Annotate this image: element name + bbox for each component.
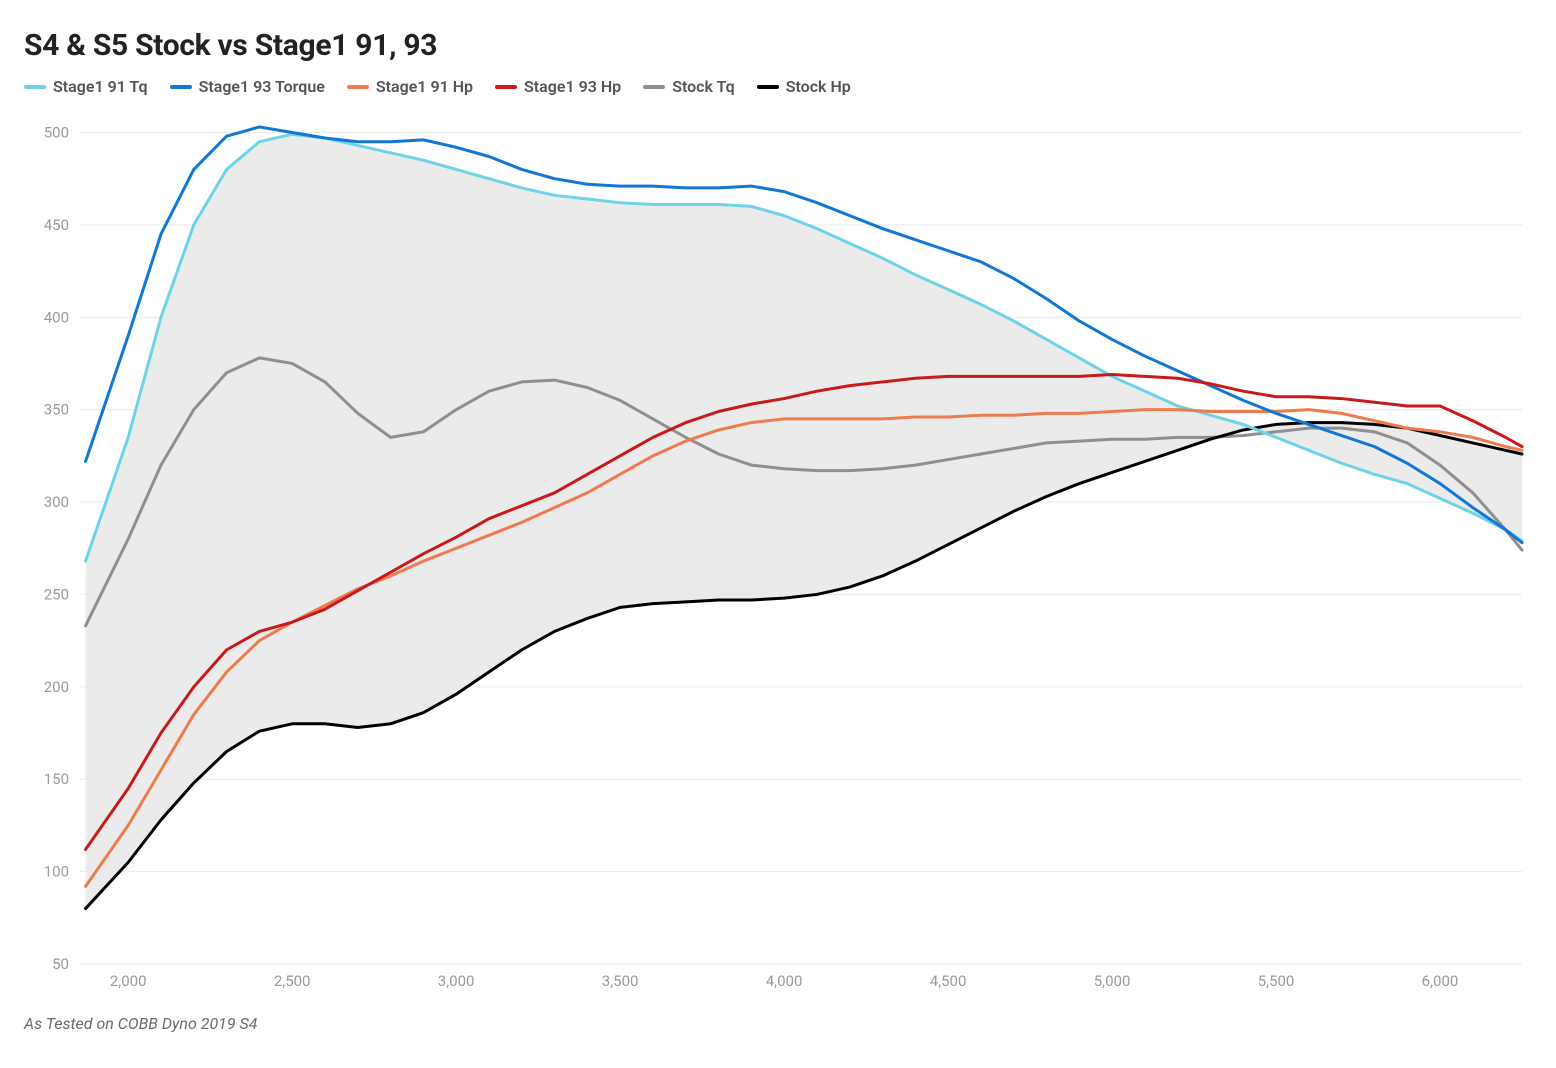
x-tick-label: 4,000	[766, 972, 803, 990]
x-tick-label: 5,000	[1094, 972, 1131, 990]
legend-swatch	[495, 85, 517, 89]
y-tick-label: 50	[52, 955, 69, 973]
y-tick-label: 150	[44, 770, 69, 788]
legend-label: Stage1 91 Tq	[53, 77, 148, 96]
y-tick-label: 450	[44, 216, 69, 234]
chart-footnote: As Tested on COBB Dyno 2019 S4	[24, 1014, 1532, 1033]
y-tick-label: 400	[44, 308, 69, 326]
legend-label: Stock Tq	[672, 77, 735, 96]
legend-swatch	[347, 85, 369, 89]
x-tick-label: 6,000	[1422, 972, 1459, 990]
legend-item: Stock Hp	[757, 77, 851, 96]
legend-label: Stock Hp	[786, 77, 851, 96]
x-tick-label: 3,500	[602, 972, 639, 990]
plot-area: 50 100 150 200 250 300 350 400 450 500 2,000 2,500 3…	[24, 104, 1532, 1008]
legend-swatch	[24, 85, 46, 89]
y-tick-label: 100	[44, 863, 69, 881]
legend-swatch	[757, 85, 779, 89]
legend-item: Stage1 93 Hp	[495, 77, 621, 96]
chart-svg: 50 100 150 200 250 300 350 400 450 500 2,000 2,500 3…	[24, 104, 1532, 1004]
y-tick-label: 250	[44, 585, 69, 603]
x-tick-label: 4,500	[930, 972, 967, 990]
y-tick-label: 350	[44, 401, 69, 419]
legend: Stage1 91 Tq Stage1 93 Torque Stage1 91 Hp…	[24, 77, 1532, 96]
legend-swatch	[643, 85, 665, 89]
legend-label: Stage1 93 Hp	[524, 77, 621, 96]
y-tick-label: 300	[44, 493, 69, 511]
x-tick-label: 3,000	[438, 972, 475, 990]
y-tick-label: 500	[44, 123, 69, 141]
legend-item: Stage1 91 Tq	[24, 77, 148, 96]
legend-swatch	[170, 85, 192, 89]
x-tick-label: 2,000	[110, 972, 147, 990]
legend-item: Stage1 91 Hp	[347, 77, 473, 96]
legend-label: Stage1 91 Hp	[376, 77, 473, 96]
y-tick-label: 200	[44, 678, 69, 696]
chart-title: S4 & S5 Stock vs Stage1 91, 93	[24, 28, 1532, 63]
fill-between-area	[86, 134, 1522, 908]
legend-item: Stock Tq	[643, 77, 735, 96]
x-tick-label: 2,500	[274, 972, 311, 990]
x-tick-label: 5,500	[1258, 972, 1295, 990]
legend-label: Stage1 93 Torque	[199, 77, 325, 96]
legend-item: Stage1 93 Torque	[170, 77, 325, 96]
chart-container: { "title": "S4 & S5 Stock vs Stage1 91, …	[0, 0, 1556, 1068]
